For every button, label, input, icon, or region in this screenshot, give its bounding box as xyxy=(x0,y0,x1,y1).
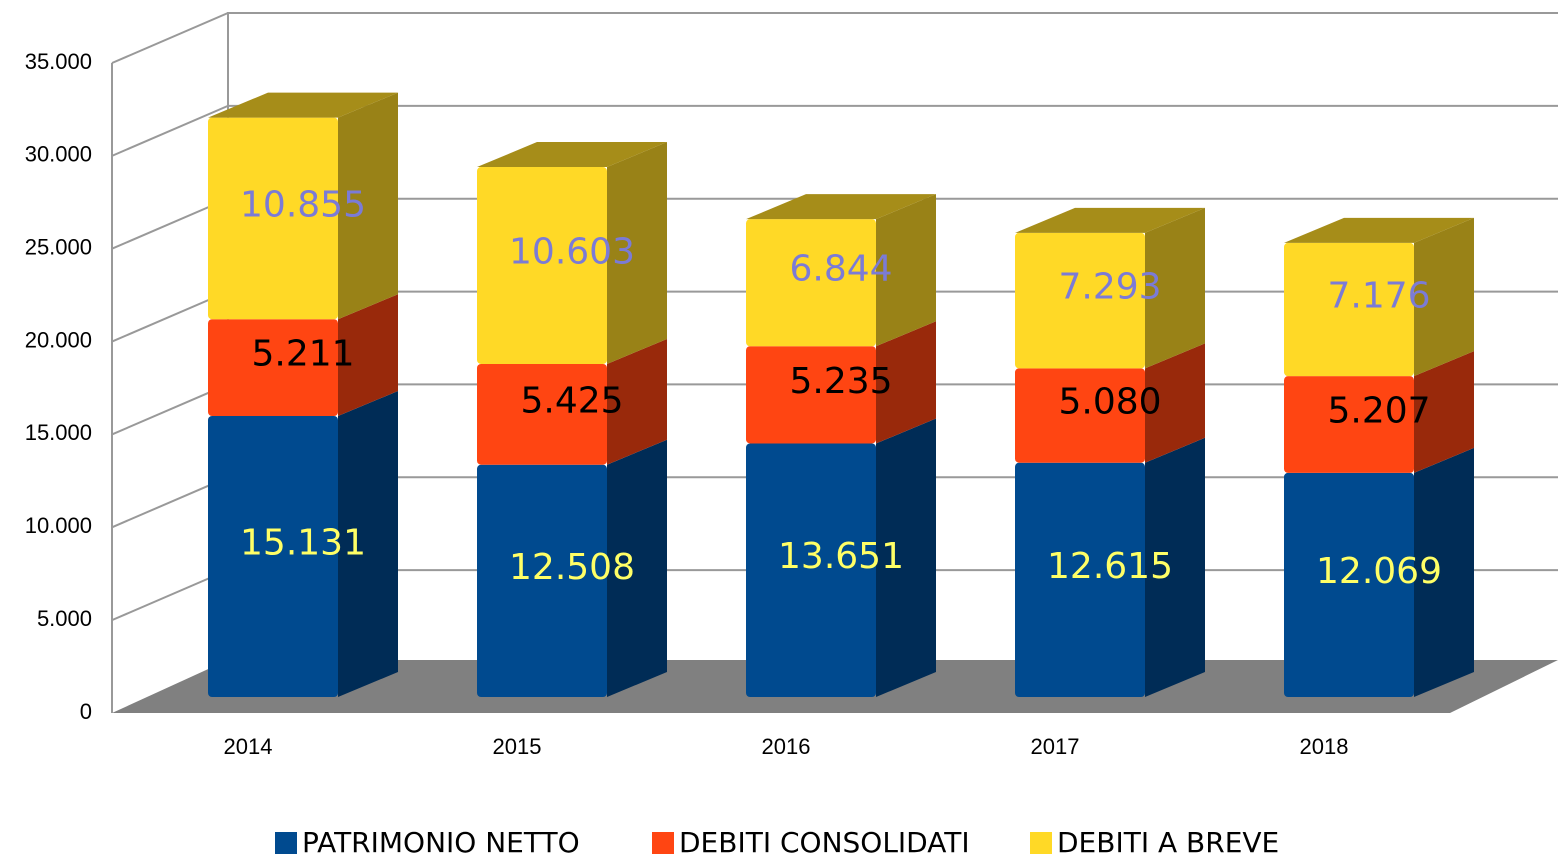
bar xyxy=(208,117,338,320)
value-label: 7.176 xyxy=(1327,276,1430,317)
grid-line xyxy=(111,12,1558,64)
x-tick-label: 2016 xyxy=(762,734,811,759)
bar-side xyxy=(607,142,667,364)
bar xyxy=(1284,376,1414,473)
bar-top xyxy=(208,92,398,118)
y-tick-label: 20.000 xyxy=(25,327,92,352)
bar xyxy=(746,219,876,347)
bar xyxy=(746,346,876,444)
y-tick-label: 35.000 xyxy=(25,49,92,74)
bar xyxy=(208,319,338,416)
value-label: 6.844 xyxy=(789,249,892,290)
legend-swatch xyxy=(275,832,297,854)
value-label: 5.425 xyxy=(520,380,623,421)
bar-top xyxy=(1284,217,1474,243)
bar xyxy=(1284,242,1414,377)
y-tick-label: 0 xyxy=(80,699,92,724)
bar-side xyxy=(876,194,936,347)
bar xyxy=(1015,368,1145,463)
x-tick-label: 2015 xyxy=(493,734,542,759)
bar-side xyxy=(1145,207,1205,369)
x-tick-label: 2014 xyxy=(224,734,273,759)
grid-line xyxy=(111,104,1558,157)
legend-swatch xyxy=(1030,832,1052,854)
legend-label: DEBITI CONSOLIDATI xyxy=(679,826,970,859)
bar-side xyxy=(876,321,936,444)
bar-side xyxy=(1414,447,1474,697)
bar-top xyxy=(1015,207,1205,233)
bar-side xyxy=(1414,351,1474,473)
bar-top xyxy=(746,194,936,220)
y-tick-label: 15.000 xyxy=(25,420,92,445)
bar-top xyxy=(477,142,667,168)
value-label: 10.603 xyxy=(509,232,635,273)
bar-side xyxy=(1414,217,1474,377)
bar xyxy=(477,464,607,697)
bar xyxy=(208,415,338,697)
y-tick-label: 25.000 xyxy=(25,235,92,260)
bar-side xyxy=(607,439,667,697)
bar xyxy=(1284,472,1414,697)
bar xyxy=(477,167,607,364)
x-tick-label: 2017 xyxy=(1031,734,1080,759)
bar-side xyxy=(876,418,936,697)
value-label: 5.211 xyxy=(251,334,354,375)
bar xyxy=(1015,232,1145,369)
y-tick-label: 30.000 xyxy=(25,142,92,167)
bar-side xyxy=(607,338,667,465)
bar-side xyxy=(338,390,398,697)
value-label: 12.615 xyxy=(1047,546,1173,587)
bar-side xyxy=(338,294,398,416)
value-label: 5.207 xyxy=(1327,391,1430,432)
value-label: 12.069 xyxy=(1316,551,1442,592)
value-label: 10.855 xyxy=(240,184,366,225)
bar-side xyxy=(1145,343,1205,463)
value-label: 5.080 xyxy=(1058,382,1161,423)
bar xyxy=(1015,462,1145,697)
x-tick-label: 2018 xyxy=(1300,734,1349,759)
value-label: 13.651 xyxy=(778,536,904,577)
value-label: 7.293 xyxy=(1058,267,1161,308)
bar xyxy=(477,363,607,465)
legend-swatch xyxy=(652,832,674,854)
y-tick-label: 5.000 xyxy=(37,606,92,631)
bar-side xyxy=(1145,437,1205,697)
y-tick-label: 10.000 xyxy=(25,513,92,538)
value-label: 15.131 xyxy=(240,522,366,563)
bar xyxy=(746,443,876,697)
legend-label: PATRIMONIO NETTO xyxy=(302,826,580,859)
value-label: 12.508 xyxy=(509,547,635,588)
legend-label: DEBITI A BREVE xyxy=(1057,826,1279,859)
value-label: 5.235 xyxy=(789,361,892,402)
bar-side xyxy=(338,92,398,320)
